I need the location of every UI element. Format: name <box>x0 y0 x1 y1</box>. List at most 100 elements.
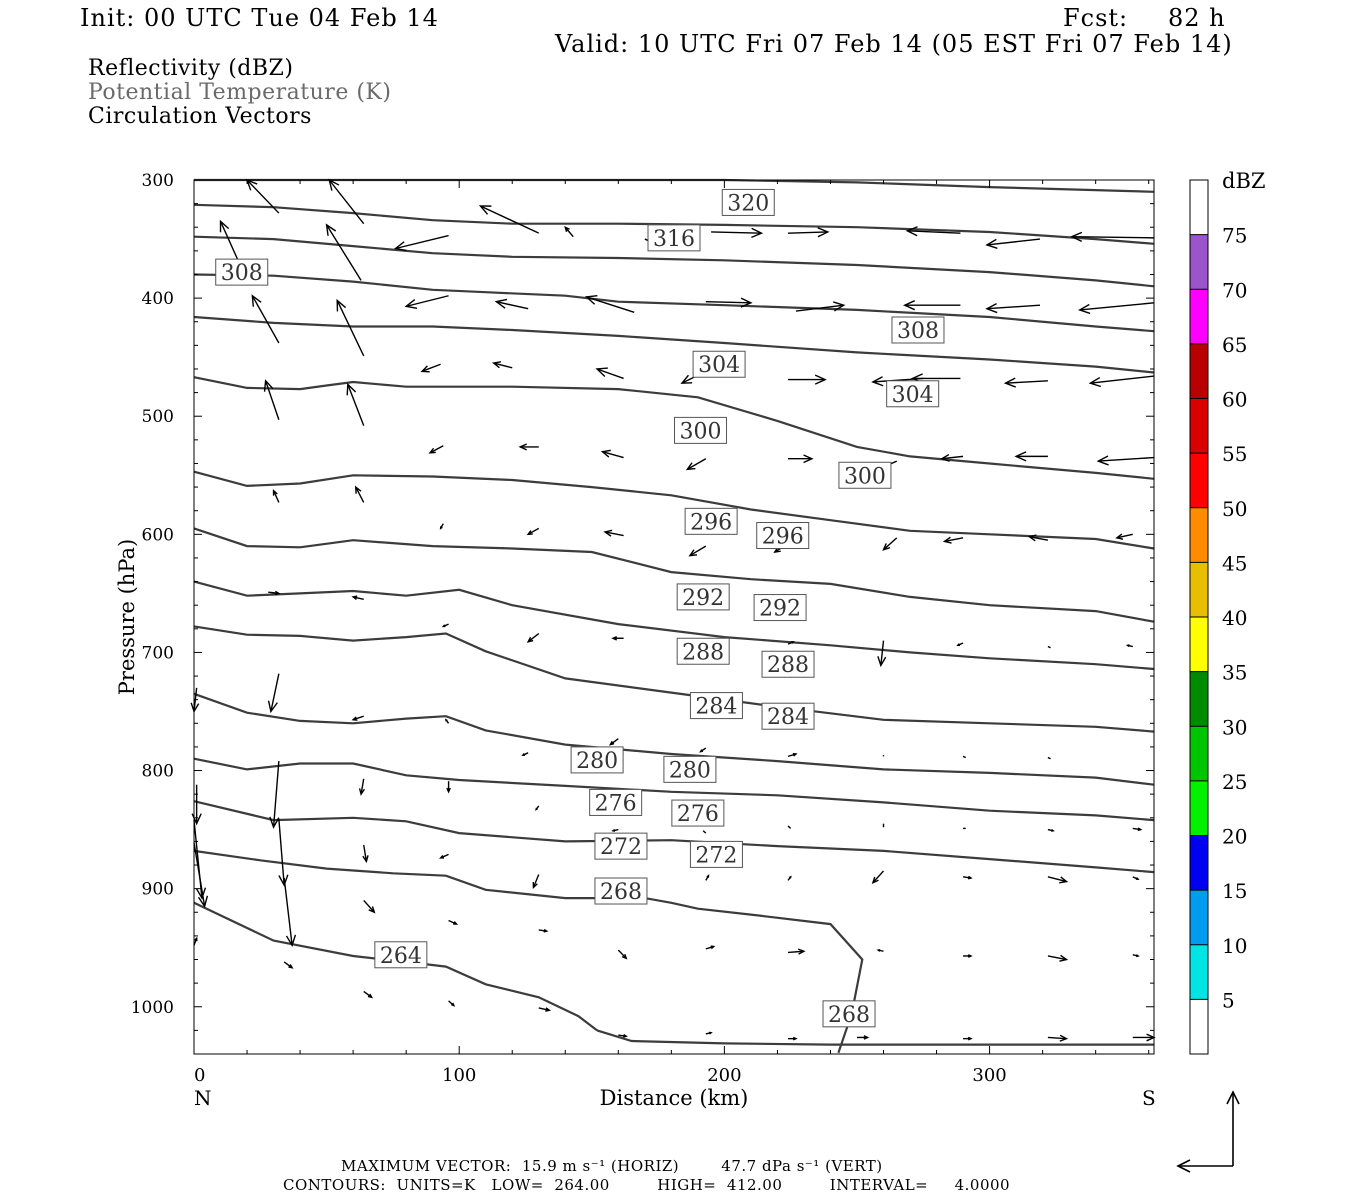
vector-shaft <box>429 445 444 454</box>
circulation-vector <box>618 1034 628 1038</box>
circulation-vector <box>956 642 964 647</box>
contour-label: 296 <box>684 507 738 535</box>
vector-head <box>393 241 407 252</box>
vector-head <box>751 227 764 239</box>
circulation-vector <box>787 641 795 645</box>
vector-shaft <box>586 296 635 313</box>
colorbar-label: 70 <box>1222 278 1247 302</box>
circulation-vector <box>600 449 624 459</box>
vector-shaft <box>689 545 707 557</box>
vector-shaft <box>527 527 540 535</box>
vector-head <box>706 874 710 878</box>
vector-head <box>269 816 280 829</box>
legend-potential-temperature: Potential Temperature (K) <box>88 80 392 105</box>
vector-shaft <box>527 632 540 643</box>
contour-label-box <box>721 188 775 216</box>
legend-circulation-vectors: Circulation Vectors <box>88 104 312 129</box>
vector-shaft <box>272 761 280 828</box>
contour-label-text: 296 <box>690 510 732 535</box>
y-tick-label: 600 <box>142 525 174 545</box>
vector-shaft <box>1047 756 1051 760</box>
contour-label-box <box>374 941 428 969</box>
contour-label-box <box>663 755 717 783</box>
colorbar-segment <box>1190 999 1208 1054</box>
contour-label-text: 284 <box>767 705 809 730</box>
contour-label: 280 <box>570 746 624 774</box>
y-tick-label: 300 <box>142 171 174 191</box>
circulation-vector <box>278 818 289 887</box>
vector-head <box>584 295 598 305</box>
circulation-vector <box>705 874 710 881</box>
circulation-vector <box>877 640 887 668</box>
contour-line-5 <box>193 376 1155 480</box>
colorbar-title: dBZ <box>1222 169 1265 193</box>
circulation-vector <box>795 301 846 312</box>
vector-head <box>985 238 998 249</box>
circulation-vector <box>788 227 830 238</box>
vector-head <box>478 205 492 215</box>
vector-head <box>1078 303 1091 315</box>
circulation-vector <box>711 227 764 239</box>
vector-shaft <box>1047 645 1051 649</box>
circulation-vector <box>985 302 1041 314</box>
contour-line-1 <box>193 203 1155 245</box>
contour-label-text: 288 <box>767 653 809 678</box>
vector-shaft <box>1047 876 1067 883</box>
vector-shaft <box>941 455 964 460</box>
vector-head <box>346 382 357 396</box>
vector-head <box>564 225 570 232</box>
x-axis-end-label: S <box>1142 1086 1156 1110</box>
vector-shaft <box>326 224 362 281</box>
vector-head <box>351 716 358 721</box>
vector-shaft <box>602 450 624 459</box>
contour-label-text: 300 <box>844 464 886 489</box>
circulation-vector <box>985 238 1041 249</box>
y-tick-label: 700 <box>142 643 174 663</box>
circulation-vector <box>705 1031 713 1035</box>
vector-head <box>492 361 502 369</box>
vector-head <box>263 379 274 392</box>
vector-shaft <box>788 231 828 234</box>
vector-head <box>285 934 297 948</box>
circulation-vector <box>1047 876 1069 884</box>
circulation-vector <box>193 842 209 909</box>
vector-shaft <box>246 179 280 214</box>
vector-head <box>446 787 451 794</box>
vector-shaft <box>907 230 961 234</box>
circulation-vector <box>346 382 365 426</box>
vector-head <box>1115 533 1124 540</box>
vector-shaft <box>883 537 898 551</box>
vector-head <box>803 454 814 464</box>
circulation-vector <box>362 844 369 864</box>
circulation-vector <box>441 623 449 628</box>
vector-head <box>444 718 448 722</box>
contour-label-text: 292 <box>682 586 724 611</box>
circulation-vector <box>193 820 207 900</box>
vector-head <box>688 549 698 557</box>
vector-head <box>521 753 526 756</box>
vector-head <box>797 948 806 955</box>
vector-head <box>1059 1034 1069 1042</box>
contour-line-6 <box>193 470 1155 550</box>
contour-info: CONTOURS: UNITS=K LOW= 264.00 HIGH= 412.… <box>283 1176 1011 1194</box>
contour-label-text: 272 <box>600 835 642 860</box>
vector-head <box>1059 876 1069 884</box>
vector-head <box>288 964 294 969</box>
vector-head <box>877 656 887 668</box>
contour-label: 272 <box>689 840 743 868</box>
vector-head <box>956 643 960 647</box>
vector-shaft <box>944 537 964 543</box>
circulation-vector <box>439 853 449 859</box>
circulation-vector <box>336 298 365 357</box>
vector-head <box>942 536 952 544</box>
vector-shaft <box>251 295 280 344</box>
circulation-vector <box>1132 1033 1156 1042</box>
vector-head <box>1051 828 1055 832</box>
y-tick-label: 1000 <box>131 998 174 1018</box>
vector-shaft <box>272 490 280 503</box>
vector-head <box>368 906 376 914</box>
contour-label-text: 280 <box>669 758 711 783</box>
y-tick-label: 800 <box>142 762 174 782</box>
contour-label-box <box>753 594 807 622</box>
vector-head <box>1125 644 1130 648</box>
